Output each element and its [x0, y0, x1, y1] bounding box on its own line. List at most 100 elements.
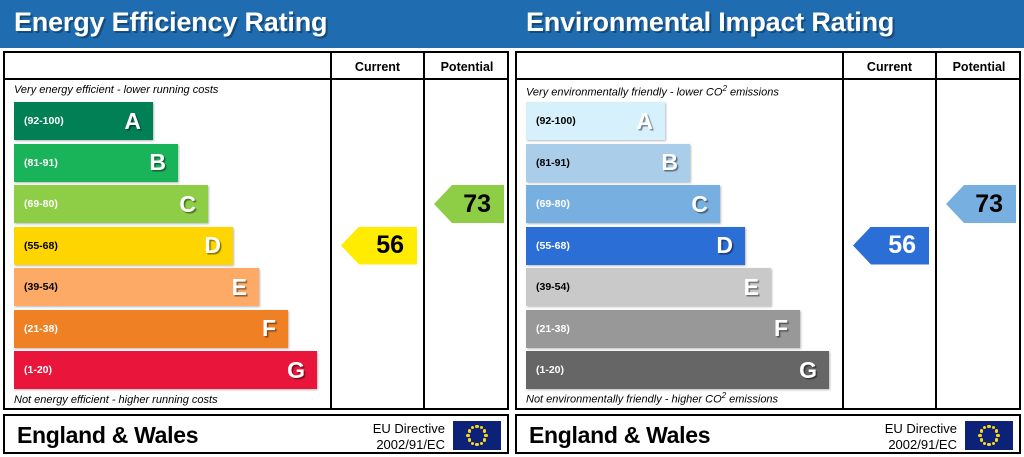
eu-star: [483, 429, 487, 433]
band-bar-f: (21-38) F: [526, 309, 800, 348]
panel-environmental-impact: Environmental Impact Rating Current Pote…: [512, 0, 1024, 457]
column-header-current: Current: [866, 59, 913, 74]
column-divider-2: [423, 53, 425, 78]
eu-star: [467, 438, 471, 442]
eu-star: [479, 426, 484, 430]
eu-flag-icon: [965, 421, 1013, 450]
page-title-2: Environmental Impact Rating: [526, 7, 895, 37]
band-letter-label: B: [149, 149, 166, 175]
band-letter-label: C: [179, 190, 196, 217]
band-range-label: (39-54): [24, 281, 58, 293]
caption-bottom: Not energy efficient - higher running co…: [14, 394, 218, 406]
chart-header-row-2: Current Potential: [517, 53, 1019, 80]
band-range-label: (81-91): [24, 156, 58, 169]
band-range-label: (55-68): [536, 239, 570, 252]
directive-line-1: EU Directive: [372, 421, 445, 436]
column-header-current: Current: [354, 59, 401, 74]
chart-footer-2: England & Wales EU Directive 2002/91/EC: [515, 414, 1021, 454]
footer-region-label: England & Wales: [529, 422, 711, 448]
rating-arrow-current: 56: [341, 226, 417, 265]
footer-region-label: England & Wales: [17, 422, 199, 448]
eu-star: [996, 433, 1000, 438]
band-bar-f: (21-38) F: [14, 309, 288, 348]
directive-line-1: EU Directive: [884, 421, 957, 436]
band-range-label: (1-20): [24, 364, 53, 376]
band-bar-d: (55-68) D: [14, 226, 233, 265]
column-header-potential: Potential: [440, 59, 494, 74]
eu-star: [995, 438, 999, 442]
eu-star: [483, 438, 487, 442]
eu-star: [991, 441, 996, 445]
band-bar-c: (69-80) C: [526, 185, 720, 223]
rating-value-current: 56: [888, 231, 916, 259]
band-range-label: (55-68): [24, 239, 58, 252]
column-divider-1: [330, 53, 332, 78]
eu-star: [475, 424, 479, 429]
column-divider-2-body: [935, 80, 937, 410]
rating-value-potential: 73: [463, 189, 491, 218]
page-title: Energy Efficiency Rating: [14, 7, 328, 37]
column-divider-2-body: [423, 80, 425, 410]
band-letter-label: F: [261, 315, 276, 341]
band-letter-label: E: [743, 273, 759, 300]
caption-top: Very energy efficient - lower running co…: [14, 84, 219, 96]
eu-star: [479, 441, 484, 445]
eu-star: [470, 426, 475, 430]
caption-bottom-2: Not environmentally friendly - higher CO…: [526, 391, 779, 406]
band-bar-e: (39-54) E: [14, 268, 259, 306]
panel-title-bar-2: Environmental Impact Rating: [512, 0, 1024, 48]
band-range-label: (1-20): [536, 364, 565, 376]
eu-star: [991, 426, 996, 430]
band-range-label: (21-38): [536, 322, 570, 335]
chart-body: Very energy efficient - lower running co…: [5, 80, 507, 410]
eu-flag-icon: [453, 421, 501, 450]
rating-chart-2: Current Potential Very environmentally f…: [515, 51, 1021, 410]
band-range-label: (21-38): [24, 322, 58, 335]
eu-star: [484, 433, 488, 438]
rating-arrow-current: 56: [853, 226, 929, 265]
band-range-label: (69-80): [24, 198, 58, 210]
rating-arrow-potential: 73: [434, 185, 504, 223]
footer-directive: EU Directive 2002/91/EC: [885, 421, 957, 454]
eu-star: [978, 433, 982, 438]
eu-star: [982, 426, 987, 430]
rating-value-potential: 73: [975, 189, 1003, 218]
rating-value-current: 56: [376, 231, 404, 259]
band-range-label: (92-100): [536, 115, 576, 127]
band-letter-label: A: [124, 107, 141, 134]
chart-footer: England & Wales EU Directive 2002/91/EC: [3, 414, 509, 454]
eu-star: [995, 429, 999, 433]
eu-star: [475, 442, 479, 447]
band-letter-label: A: [636, 107, 653, 134]
eu-star: [466, 433, 470, 438]
band-letter-label: G: [287, 356, 305, 383]
band-bar-c: (69-80) C: [14, 185, 208, 223]
column-header-potential: Potential: [952, 59, 1006, 74]
rating-arrow-potential: 73: [946, 185, 1016, 223]
band-letter-label: F: [773, 315, 788, 341]
band-letter-label: C: [691, 190, 708, 217]
rating-chart: Current Potential Very energy efficient …: [3, 51, 509, 410]
band-bar-b: (81-91) B: [14, 143, 178, 182]
eu-star: [987, 442, 991, 447]
band-letter-label: E: [231, 273, 247, 300]
chart-body-2: Very environmentally friendly - lower CO…: [517, 80, 1019, 410]
chart-header-row: Current Potential: [5, 53, 507, 80]
eu-star: [467, 429, 471, 433]
eu-star: [982, 441, 987, 445]
footer-directive: EU Directive 2002/91/EC: [373, 421, 445, 454]
band-letter-label: D: [204, 232, 221, 258]
directive-line-2: 2002/91/EC: [888, 437, 957, 453]
band-range-label: (69-80): [536, 198, 570, 210]
eu-star: [979, 429, 983, 433]
caption-top-2: Very environmentally friendly - lower CO…: [526, 84, 779, 99]
band-bar-a: (92-100) A: [526, 102, 665, 140]
band-bar-e: (39-54) E: [526, 268, 771, 306]
column-divider-1-body: [842, 80, 844, 410]
eu-star: [470, 441, 475, 445]
band-bar-g: (1-20) G: [14, 351, 317, 389]
band-letter-label: G: [799, 356, 817, 383]
band-range-label: (92-100): [24, 115, 64, 127]
band-bar-d: (55-68) D: [526, 226, 745, 265]
